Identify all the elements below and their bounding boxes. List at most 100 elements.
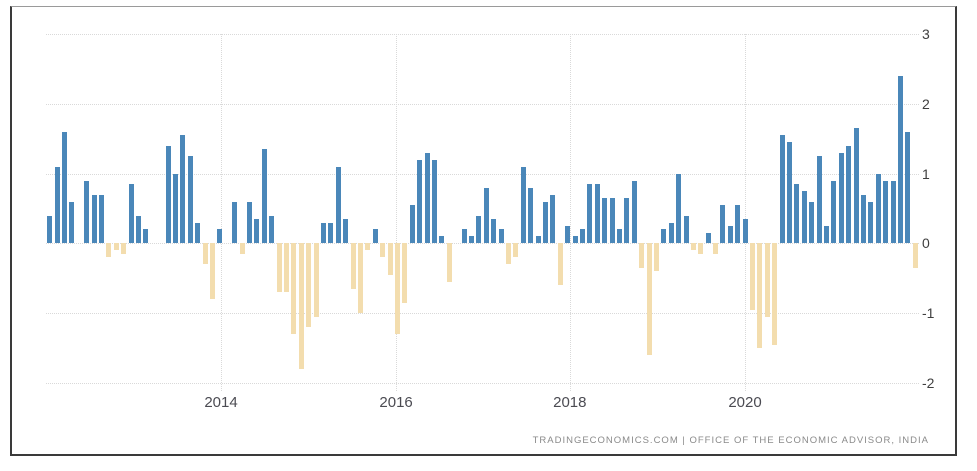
bar[interactable] [62, 131, 67, 244]
bar[interactable] [853, 128, 859, 244]
bar[interactable] [528, 187, 534, 244]
bar[interactable] [609, 198, 615, 244]
bar[interactable] [690, 243, 696, 251]
bar[interactable] [646, 243, 652, 356]
bar[interactable] [431, 159, 437, 244]
bar[interactable] [128, 184, 134, 244]
bar[interactable] [572, 236, 578, 244]
bar[interactable] [54, 166, 60, 244]
bar[interactable] [439, 236, 445, 244]
bar[interactable] [890, 180, 896, 244]
bar[interactable] [875, 173, 881, 244]
bar[interactable] [764, 243, 770, 317]
bar[interactable] [409, 205, 415, 244]
bar[interactable] [402, 243, 408, 303]
bar[interactable] [794, 184, 800, 244]
bar[interactable] [668, 222, 674, 244]
bar[interactable] [247, 201, 252, 244]
bar[interactable] [705, 232, 711, 244]
bar[interactable] [106, 243, 112, 258]
bar[interactable] [639, 243, 645, 268]
bar[interactable] [320, 222, 326, 244]
bar[interactable] [757, 243, 763, 349]
bar[interactable] [313, 243, 319, 317]
bar[interactable] [468, 236, 474, 244]
bar[interactable] [735, 205, 741, 244]
bar[interactable] [535, 236, 541, 244]
bar[interactable] [550, 194, 556, 244]
bar[interactable] [505, 243, 511, 265]
bar[interactable] [69, 201, 75, 244]
bar[interactable] [99, 194, 104, 244]
bar[interactable] [350, 243, 356, 289]
bar[interactable] [520, 166, 526, 244]
bar[interactable] [498, 229, 504, 244]
bar[interactable] [513, 243, 519, 258]
bar[interactable] [653, 243, 659, 272]
bar[interactable] [542, 201, 548, 244]
bar[interactable] [809, 201, 815, 244]
bar[interactable] [898, 75, 903, 244]
bar[interactable] [232, 201, 238, 244]
bar[interactable] [394, 243, 400, 335]
bar[interactable] [113, 243, 119, 251]
bar[interactable] [587, 184, 593, 244]
bar[interactable] [461, 229, 467, 244]
bar[interactable] [912, 243, 918, 268]
bar[interactable] [276, 243, 282, 293]
bar[interactable] [742, 219, 748, 244]
bar[interactable] [565, 225, 571, 244]
bar[interactable] [616, 229, 622, 244]
bar[interactable] [424, 152, 430, 244]
bar[interactable] [283, 243, 289, 293]
bar[interactable] [720, 205, 726, 244]
bar[interactable] [801, 191, 807, 244]
bar[interactable] [838, 152, 844, 244]
bar[interactable] [202, 243, 208, 265]
bar[interactable] [831, 180, 837, 244]
bar[interactable] [861, 194, 866, 244]
bar[interactable] [239, 243, 245, 254]
bar[interactable] [824, 225, 829, 244]
bar[interactable] [883, 180, 889, 244]
bar[interactable] [306, 243, 312, 328]
bar[interactable] [165, 145, 171, 244]
bar[interactable] [372, 229, 378, 244]
bar[interactable] [868, 201, 874, 244]
bar[interactable] [136, 215, 141, 244]
bar[interactable] [713, 243, 718, 254]
bar[interactable] [676, 173, 682, 244]
bar[interactable] [121, 243, 127, 254]
bar[interactable] [779, 135, 785, 244]
bar[interactable] [476, 215, 482, 244]
bar[interactable] [417, 159, 423, 244]
bar[interactable] [557, 243, 563, 286]
bar[interactable] [291, 243, 297, 335]
bar[interactable] [846, 145, 852, 244]
bar[interactable] [594, 184, 600, 244]
bar[interactable] [772, 243, 778, 345]
bar[interactable] [180, 135, 186, 244]
bar[interactable] [727, 225, 733, 244]
bar[interactable] [261, 149, 267, 244]
bar[interactable] [579, 229, 585, 244]
bar[interactable] [380, 243, 386, 258]
bar[interactable] [446, 243, 452, 282]
bar[interactable] [365, 243, 371, 251]
bar[interactable] [491, 219, 497, 244]
bar[interactable] [661, 229, 667, 244]
bar[interactable] [631, 180, 637, 244]
bar[interactable] [143, 229, 149, 244]
bar[interactable] [210, 243, 215, 300]
bar[interactable] [343, 219, 349, 244]
bar[interactable] [217, 229, 223, 244]
bar[interactable] [335, 166, 341, 244]
bar[interactable] [483, 187, 489, 244]
bar[interactable] [298, 243, 304, 369]
bar[interactable] [905, 131, 911, 244]
bar[interactable] [91, 194, 97, 244]
bar[interactable] [254, 219, 260, 244]
bar[interactable] [387, 243, 393, 275]
bar[interactable] [357, 243, 363, 314]
bar[interactable] [187, 156, 193, 244]
